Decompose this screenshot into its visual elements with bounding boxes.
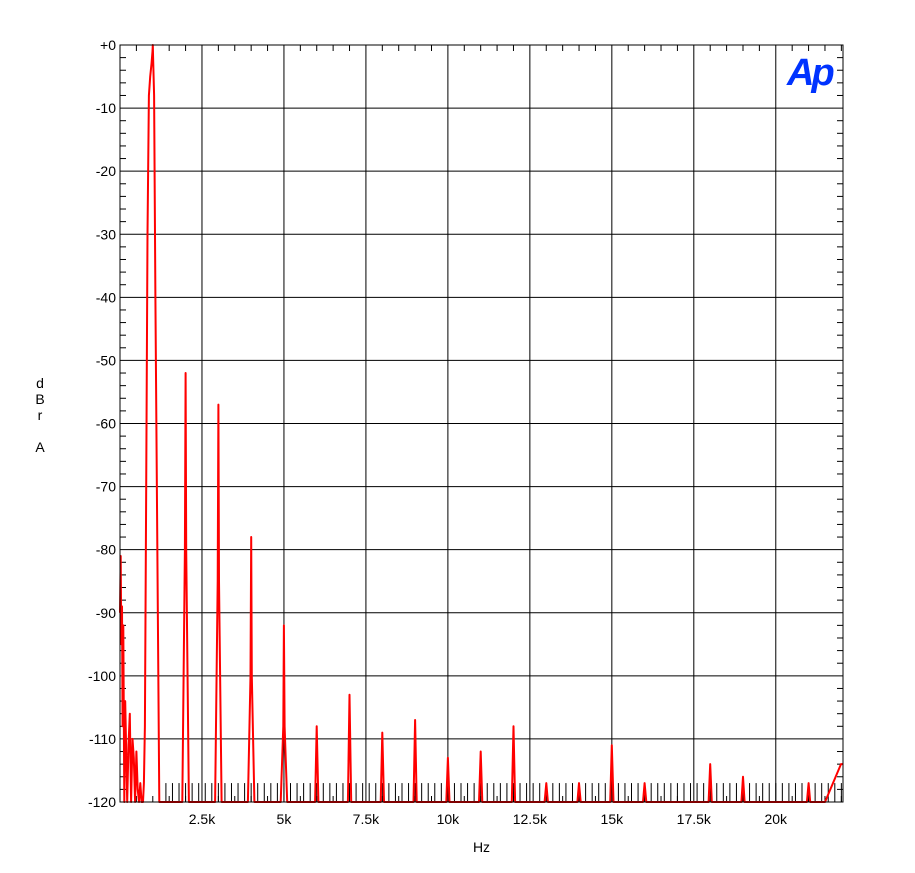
x-tick-label: 15k xyxy=(601,811,625,827)
y-tick-labels: +0 -10 -20 -30 -40 -50 -60 -70 -80 -90 -100 -110 -12… xyxy=(88,37,116,810)
y-axis-title-char: B xyxy=(35,391,44,407)
y-tick-label: -120 xyxy=(88,794,116,810)
y-tick-label: -30 xyxy=(96,226,116,242)
x-tick-label: 20k xyxy=(764,811,788,827)
y-tick-label: -20 xyxy=(96,163,116,179)
y-tick-label: -90 xyxy=(96,605,116,621)
y-axis-title-char: r xyxy=(38,407,43,423)
x-tick-label: 7.5k xyxy=(353,811,380,827)
x-tick-label: 17.5k xyxy=(677,811,712,827)
x-tick-label: 5k xyxy=(277,811,293,827)
grid-lines xyxy=(120,44,843,803)
x-tick-labels: 2.5k 5k 7.5k 10k 12.5k 15k 17.5k 20k xyxy=(189,811,788,827)
y-tick-label: +0 xyxy=(100,37,116,53)
x-tick-label: 10k xyxy=(437,811,461,827)
y-tick-label: -110 xyxy=(89,731,116,747)
plot-frame xyxy=(119,44,844,803)
noise-floor-ticks xyxy=(158,783,842,802)
y-tick-label: -10 xyxy=(96,100,116,116)
y-axis-title-char: A xyxy=(35,439,45,455)
y-tick-label: -80 xyxy=(96,542,116,558)
y-axis-title-char: d xyxy=(36,375,44,391)
x-axis-title: Hz xyxy=(473,839,490,855)
x-tick-label: 2.5k xyxy=(189,811,216,827)
y-tick-label: -50 xyxy=(96,352,116,368)
ap-logo: Ap xyxy=(786,52,833,94)
y-tick-label: -100 xyxy=(88,668,116,684)
y-tick-label: -60 xyxy=(96,416,116,432)
y-tick-label: -40 xyxy=(96,289,116,305)
x-tick-label: 12.5k xyxy=(513,811,548,827)
y-tick-label: -70 xyxy=(96,479,116,495)
